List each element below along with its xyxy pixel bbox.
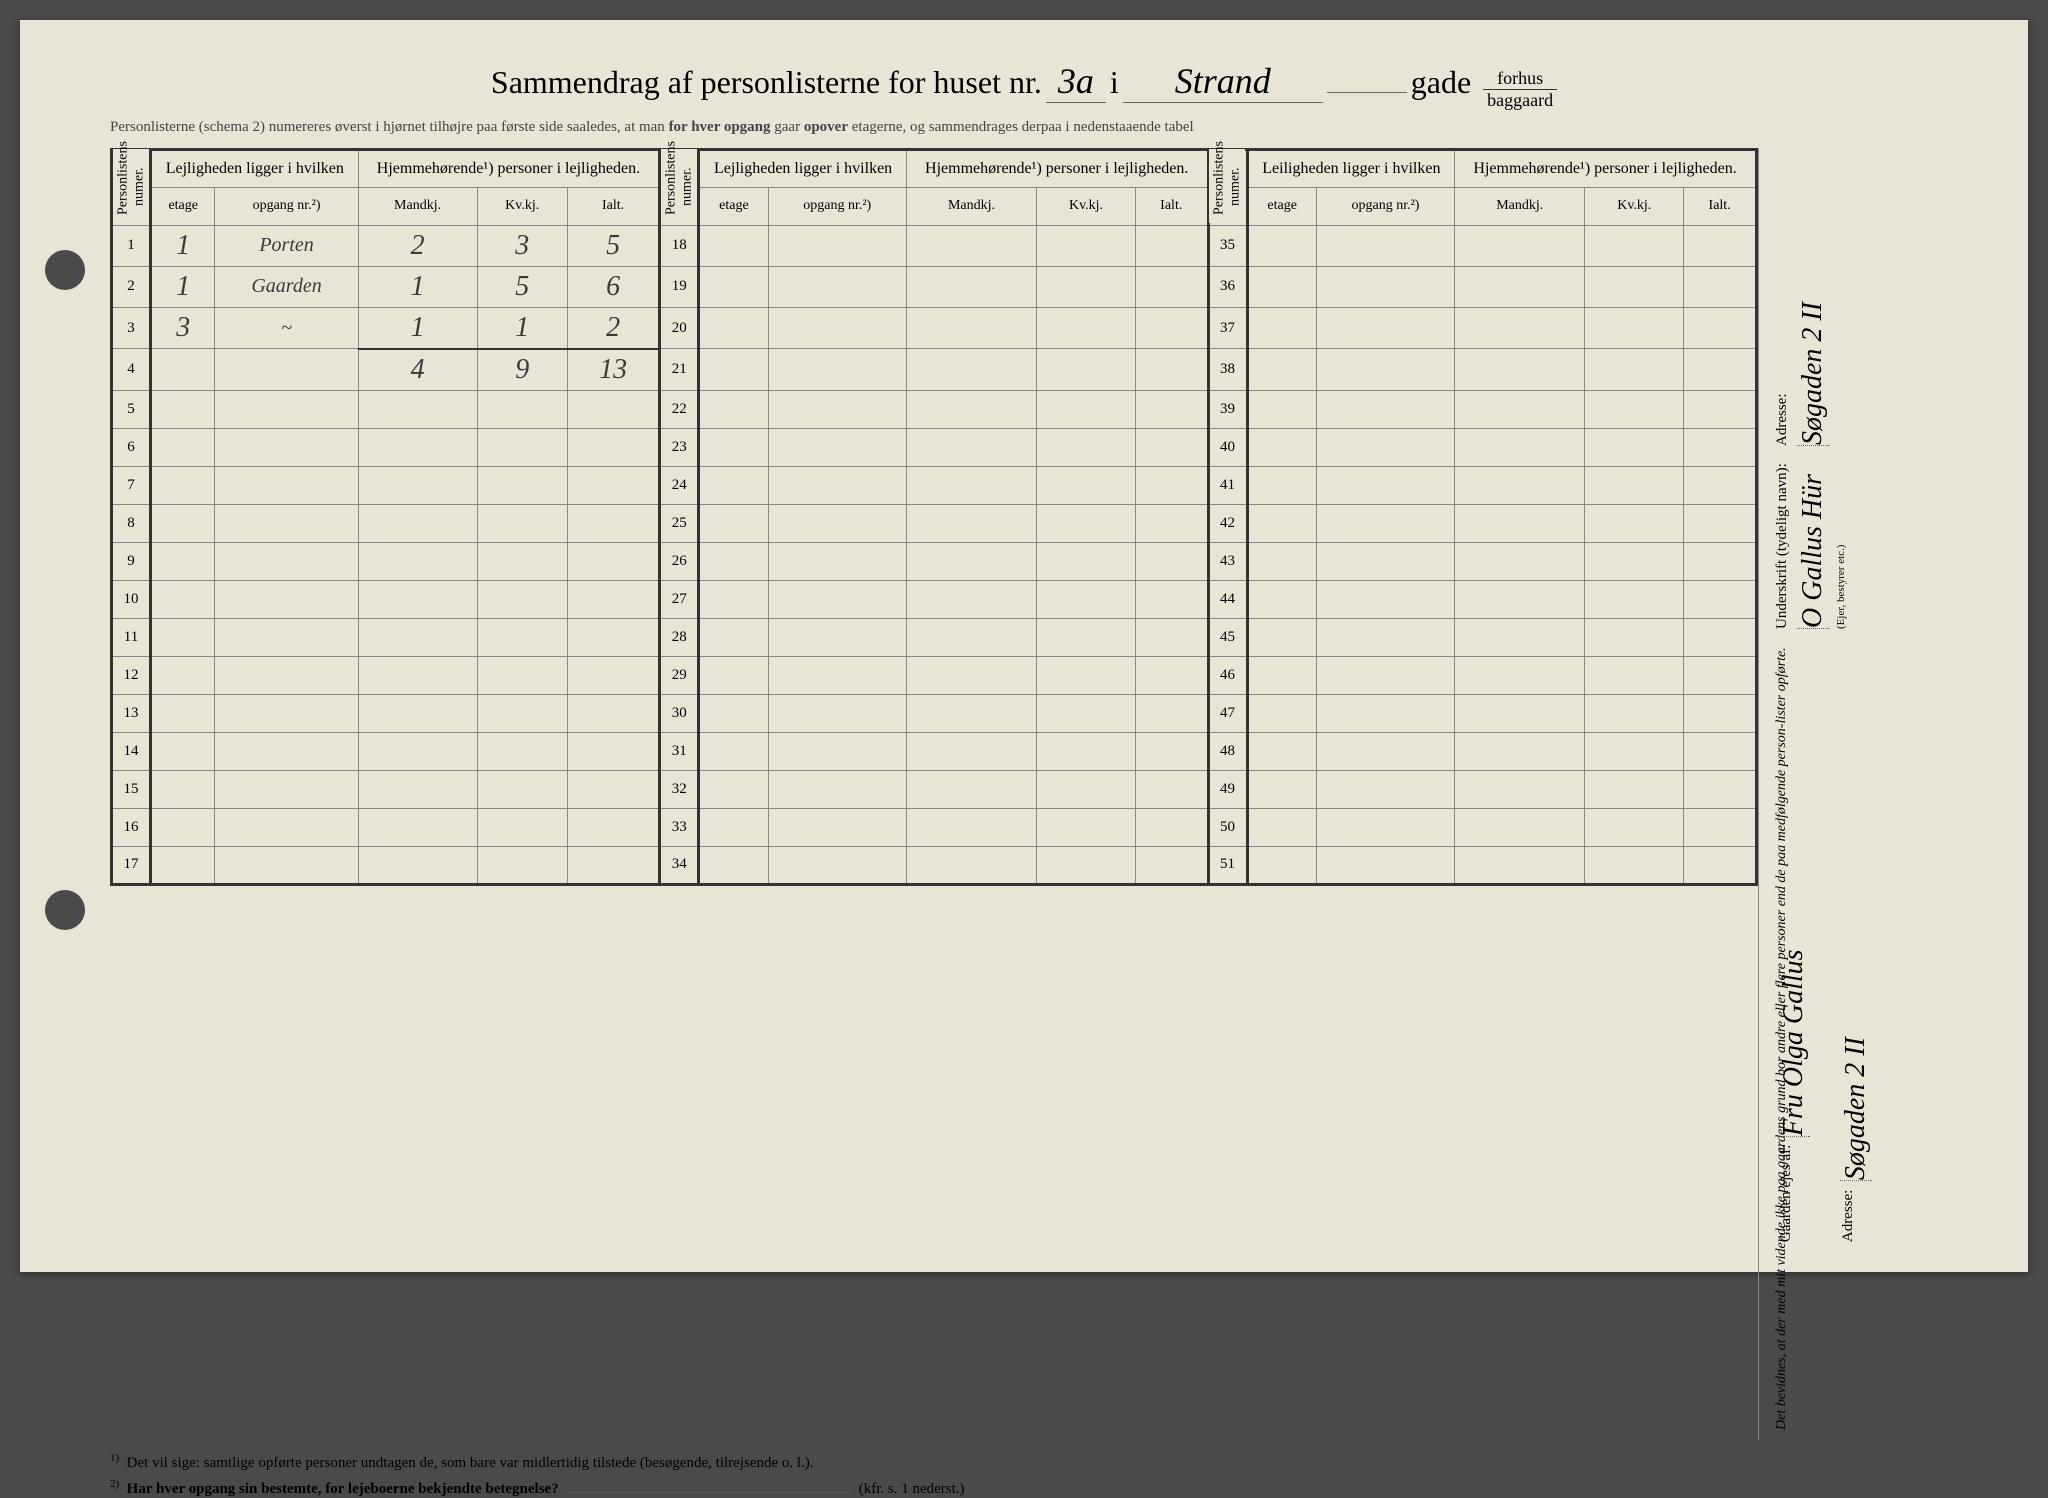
footnote-1: Det vil sige: samtlige opførte personer … xyxy=(127,1455,814,1471)
col-opgang-2: opgang nr.²) xyxy=(768,187,906,225)
col-hjemmehorende-3: Hjemmehørende¹) personer i lejligheden. xyxy=(1455,149,1757,187)
col-etage-3: etage xyxy=(1247,187,1316,225)
col-kvkj-2: Kv.kj. xyxy=(1037,187,1136,225)
table-row: 3 3 ~ 1 1 2 20 37 xyxy=(112,307,1757,349)
subtitle: Personlisterne (schema 2) numereres øver… xyxy=(110,119,1988,136)
gaarden-label: Gaarden ejes af: xyxy=(1778,1145,1795,1242)
owner-info: Gaarden ejes af: Fru Olga Gallus Adresse… xyxy=(1778,949,1968,1242)
underskrift-label: Underskrift (tydeligt navn): xyxy=(1774,463,1791,629)
col-lejligheden-2: Lejligheden ligger i hvilken xyxy=(699,149,907,187)
col-kvkj: Kv.kj. xyxy=(477,187,567,225)
punch-hole xyxy=(45,890,85,930)
table-row: 7 24 41 xyxy=(112,466,1757,504)
bottom-adresse-label: Adresse: xyxy=(1840,1190,1857,1243)
bottom-adresse-value: Søgaden 2 II xyxy=(1840,1037,1872,1181)
col-hjemmehorende-2: Hjemmehørende¹) personer i lejligheden. xyxy=(906,149,1208,187)
table-row: 12 29 46 xyxy=(112,656,1757,694)
col-ialt: Ialt. xyxy=(567,187,659,225)
table-row: 15 32 49 xyxy=(112,770,1757,808)
col-personlistens-3: Personlistens numer. xyxy=(1208,149,1247,225)
house-number: 3a xyxy=(1046,60,1106,103)
col-etage-2: etage xyxy=(699,187,768,225)
col-lejligheden: Lejligheden ligger i hvilken xyxy=(151,149,359,187)
footnote-2-label: Har hver opgang sin bestemte, for lejebo… xyxy=(127,1481,559,1497)
col-ialt-3: Ialt. xyxy=(1684,187,1757,225)
table-row: 5 22 39 xyxy=(112,390,1757,428)
page-header: Sammendrag af personlisterne for huset n… xyxy=(60,50,1988,111)
underskrift-value: O Gallus Hür xyxy=(1797,463,1829,629)
col-etage: etage xyxy=(151,187,215,225)
footnote-2-ref: (kfr. s. 1 nederst.) xyxy=(859,1481,965,1497)
col-leiligheden-3: Leiligheden ligger i hvilken xyxy=(1247,149,1455,187)
document-page: Sammendrag af personlisterne for huset n… xyxy=(20,20,2028,1272)
table-row: 11 28 45 xyxy=(112,618,1757,656)
table-row: 14 31 48 xyxy=(112,732,1757,770)
ejer-note: (Ejer, bestyrer etc.) xyxy=(1835,463,1847,629)
col-mandkj-2: Mandkj. xyxy=(906,187,1036,225)
punch-hole xyxy=(45,250,85,290)
col-ialt-2: Ialt. xyxy=(1135,187,1208,225)
table-row: 9 26 43 xyxy=(112,542,1757,580)
table-row: 2 1 Gaarden 1 5 6 19 36 xyxy=(112,266,1757,307)
col-kvkj-3: Kv.kj. xyxy=(1585,187,1684,225)
gade-label: gade xyxy=(1411,64,1471,101)
side-attestation: Det bevidnes, at der med mit vidende ikk… xyxy=(1758,148,1988,1440)
col-mandkj: Mandkj. xyxy=(358,187,477,225)
table-row: 17 34 51 xyxy=(112,846,1757,884)
census-table: Personlistens numer. Lejligheden ligger … xyxy=(110,148,1758,1440)
table-row: 4 4 9 13 21 38 xyxy=(112,349,1757,391)
table-row: 8 25 42 xyxy=(112,504,1757,542)
side-adresse-label: Adresse: xyxy=(1774,301,1791,445)
col-hjemmehorende: Hjemmehørende¹) personer i lejligheden. xyxy=(358,149,660,187)
table-row: 10 27 44 xyxy=(112,580,1757,618)
forhus-baggaard: forhus baggaard xyxy=(1483,68,1557,111)
side-adresse-value: Søgaden 2 II xyxy=(1797,301,1829,445)
table-row: 6 23 40 xyxy=(112,428,1757,466)
col-mandkj-3: Mandkj. xyxy=(1455,187,1585,225)
title-i: i xyxy=(1110,64,1119,101)
gaarden-value: Fru Olga Gallus xyxy=(1778,949,1810,1137)
table-row: 13 30 47 xyxy=(112,694,1757,732)
table-row: 16 33 50 xyxy=(112,808,1757,846)
col-opgang: opgang nr.²) xyxy=(215,187,358,225)
col-opgang-3: opgang nr.²) xyxy=(1316,187,1454,225)
street-name: Strand xyxy=(1123,60,1323,103)
title-text: Sammendrag af personlisterne for huset n… xyxy=(491,64,1042,101)
col-personlistens: Personlistens numer. xyxy=(112,149,151,225)
footnotes: 1) Det vil sige: samtlige opførte person… xyxy=(110,1452,1988,1498)
col-personlistens-2: Personlistens numer. xyxy=(660,149,699,225)
table-row: 1 1 Porten 2 3 5 18 35 xyxy=(112,225,1757,266)
